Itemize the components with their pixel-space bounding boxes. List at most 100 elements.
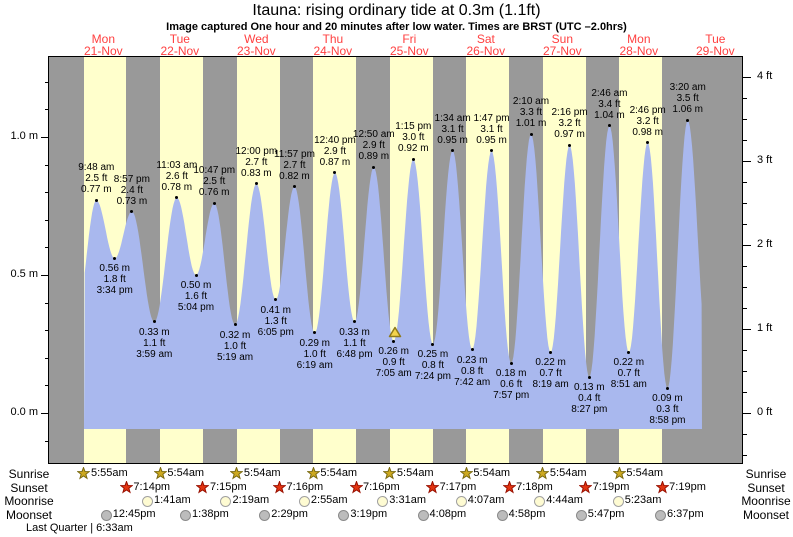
moonset-time: 12:45pm: [112, 508, 156, 520]
right-axis-label: 2 ft: [757, 237, 773, 250]
right-axis-minor-tick: [743, 223, 747, 225]
day-date-label: 27-Nov: [543, 44, 582, 58]
right-axis-minor-tick: [743, 455, 747, 457]
tide-event-label-line: 2.7 ft: [283, 159, 306, 171]
tide-event-label-line: 0.3 ft: [656, 404, 679, 416]
sunset-star-icon: [502, 481, 516, 494]
tide-event-dot: [646, 141, 650, 145]
moonset-time: 3:19pm: [350, 508, 388, 520]
tide-event-label-line: 0.97 m: [554, 129, 585, 141]
moonrise-circle-icon: [298, 495, 310, 507]
current-time-marker-icon: [388, 326, 402, 337]
tide-event-label-line: 12:40 pm: [314, 134, 356, 146]
right-axis-minor-tick: [743, 349, 747, 351]
tide-event-dot: [627, 350, 631, 354]
tide-event-label-line: 0.73 m: [116, 195, 148, 207]
tide-event-label-line: 2.6 ft: [165, 170, 188, 182]
moonset-time: 4:58pm: [508, 508, 546, 520]
tide-curve-fill: [84, 120, 702, 430]
day-date-label: 24-Nov: [313, 44, 353, 58]
tide-event-label-line: 3.4 ft: [598, 98, 621, 110]
tide-event-dot: [509, 361, 513, 365]
sunrise-star-icon: [383, 467, 397, 480]
tide-event-label-line: 7:42 am: [454, 376, 491, 388]
tide-event-label-line: 3:20 am: [669, 82, 706, 94]
tide-event-label-line: 0.83 m: [241, 167, 272, 179]
tide-event-label: 11:03 am 2.6 ft 0.78 m: [135, 160, 219, 193]
moonset-circle-icon: [259, 509, 271, 521]
tide-event-label: 12:40 pm 2.9 ft 0.87 m: [293, 135, 377, 168]
moonrise-row-label-right: Moonrise: [741, 494, 791, 508]
tide-event-label-line: 1:34 am: [434, 112, 471, 124]
tide-event-label: 0.13 m 0.4 ft 8:27 pm: [547, 382, 631, 415]
tide-event-label-line: 0.76 m: [198, 187, 230, 199]
tide-event-label-line: 0.87 m: [319, 156, 351, 168]
tide-event-label: 0.33 m 1.1 ft 6:48 pm: [313, 327, 397, 360]
tide-event-label: 0.23 m 0.8 ft 7:42 am: [430, 355, 514, 388]
sunset-star-icon: [655, 481, 669, 494]
sunrise-star-icon: [306, 467, 320, 480]
tide-event-label-line: 6:48 pm: [336, 348, 373, 360]
day-date-label: 25-Nov: [390, 44, 429, 58]
sunset-star-icon: [579, 481, 593, 494]
right-axis-minor-tick: [743, 265, 747, 267]
day-label: Tue: [705, 32, 726, 46]
tide-event-dot: [94, 198, 98, 202]
tide-event-label-line: 0.29 m: [299, 337, 331, 349]
sunrise-time: 5:54am: [396, 467, 434, 479]
day-label: Sun: [551, 32, 574, 46]
sunrise-time: 5:54am: [549, 467, 587, 479]
sunrise-time: 5:55am: [90, 467, 128, 479]
right-axis-minor-tick: [743, 286, 747, 288]
moonrise-circle-icon: [377, 495, 389, 507]
tide-event-label: 12:00 pm 2.7 ft 0.83 m: [214, 146, 298, 179]
tide-event-label-line: 2.9 ft: [362, 140, 385, 152]
tide-event-dot: [152, 320, 156, 324]
tide-event-label-line: 2.5 ft: [85, 173, 108, 185]
page-title: Itauna: rising ordinary tide at 0.3m (1.…: [252, 2, 541, 19]
day-label: Mon: [91, 32, 116, 46]
tide-event-dot: [254, 182, 258, 186]
right-axis-minor-tick: [743, 370, 747, 372]
tide-event-label: 0.29 m 1.0 ft 6:19 am: [273, 338, 357, 371]
sunset-time: 7:16pm: [286, 481, 324, 493]
sunset-time: 7:18pm: [516, 481, 553, 493]
tide-event-dot: [529, 132, 533, 136]
sunset-star-icon: [273, 481, 286, 494]
sunrise-star-icon: [612, 467, 626, 480]
right-axis-minor-tick: [743, 139, 747, 141]
tide-event-label-line: 0.92 m: [398, 143, 429, 155]
moonrise-circle-icon: [612, 495, 624, 507]
tide-event-dot: [587, 375, 591, 379]
tide-event-label-line: 2.9 ft: [323, 145, 347, 157]
tide-event-label-line: 0.41 m: [260, 304, 292, 316]
sunset-star-icon: [579, 481, 593, 494]
tide-event-label-line: 5:19 am: [216, 351, 254, 363]
tide-event-dot: [194, 273, 198, 277]
left-axis-minor-tick: [45, 192, 49, 194]
moonset-circle-icon: [338, 509, 350, 521]
right-axis-label: 3 ft: [757, 153, 773, 166]
tide-event-label-line: 2:46 pm: [629, 104, 666, 116]
tide-event-label: 0.32 m 1.0 ft 5:19 am: [193, 330, 277, 363]
tide-event-label: 0.50 m 1.6 ft 5:04 pm: [154, 280, 238, 313]
right-axis-label: 1 ft: [757, 321, 773, 334]
moonrise-time: 3:31am: [389, 494, 426, 506]
tide-event-label-line: 3.5 ft: [676, 93, 699, 105]
tide-event-label-line: 0.22 m: [535, 357, 566, 369]
moonset-circle-icon: [575, 509, 587, 521]
tide-event-dot: [470, 348, 474, 352]
current-time-marker: [388, 326, 402, 337]
tide-event-dot: [451, 149, 455, 153]
sunset-time: 7:19pm: [592, 481, 630, 493]
moonrise-time: 4:44am: [546, 494, 583, 506]
right-axis-minor-tick: [743, 307, 747, 309]
tide-event-label-line: 0.98 m: [632, 126, 663, 138]
right-axis-major-tick: [743, 328, 751, 330]
tide-event-label: 2:16 pm 3.2 ft 0.97 m: [528, 107, 612, 140]
tide-event-label-line: 6:19 am: [296, 359, 333, 371]
moonset-circle-icon: [654, 509, 666, 521]
tide-event-label-line: 0.25 m: [417, 349, 449, 360]
tide-event-label-line: 0.78 m: [161, 181, 193, 193]
tide-event-label-line: 1.04 m: [594, 109, 625, 121]
